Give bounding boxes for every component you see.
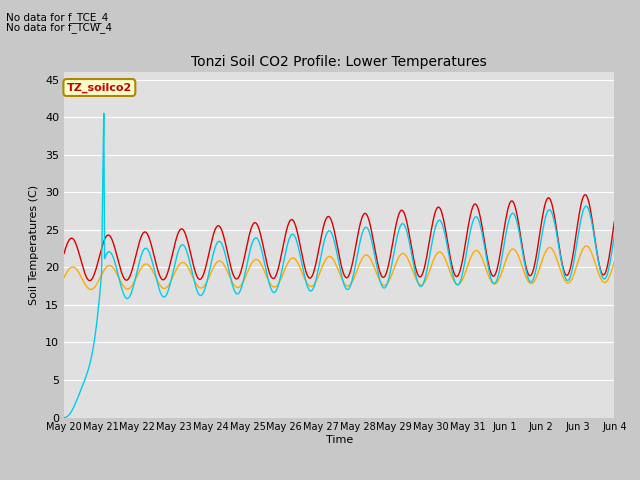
Y-axis label: Soil Temperatures (C): Soil Temperatures (C) — [29, 185, 40, 305]
Text: No data for f_TCW_4: No data for f_TCW_4 — [6, 22, 113, 33]
Text: No data for f_TCE_4: No data for f_TCE_4 — [6, 12, 109, 23]
Title: Tonzi Soil CO2 Profile: Lower Temperatures: Tonzi Soil CO2 Profile: Lower Temperatur… — [191, 56, 487, 70]
X-axis label: Time: Time — [326, 435, 353, 445]
Text: TZ_soilco2: TZ_soilco2 — [67, 83, 132, 93]
